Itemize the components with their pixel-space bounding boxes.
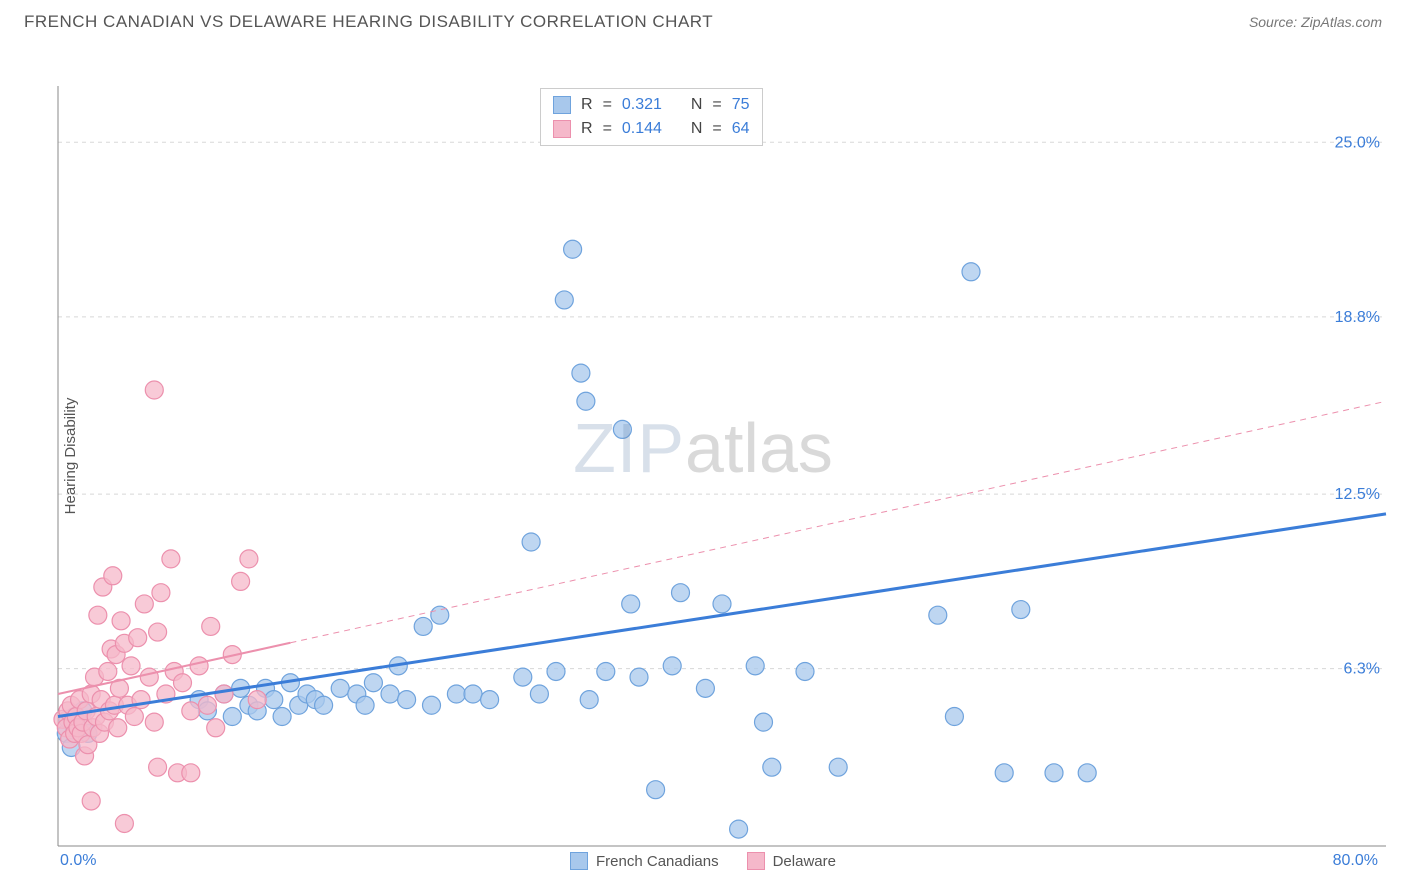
data-point	[265, 691, 283, 709]
data-point	[1012, 601, 1030, 619]
svg-text:6.3%: 6.3%	[1344, 661, 1380, 678]
data-point	[364, 674, 382, 692]
series-swatch	[553, 96, 571, 114]
legend-item: French Canadians	[570, 852, 719, 870]
y-axis-label: Hearing Disability	[62, 398, 79, 515]
data-point	[109, 719, 127, 737]
data-point	[564, 240, 582, 258]
data-point	[572, 364, 590, 382]
data-point	[182, 764, 200, 782]
series-legend: French Canadians Delaware	[0, 852, 1406, 870]
data-point	[622, 595, 640, 613]
data-point	[273, 708, 291, 726]
data-point	[152, 584, 170, 602]
data-point	[630, 668, 648, 686]
data-point	[122, 657, 140, 675]
data-point	[174, 674, 192, 692]
data-point	[577, 392, 595, 410]
data-point	[125, 708, 143, 726]
data-point	[182, 702, 200, 720]
stat-row: R=0.144 N=64	[553, 117, 750, 141]
data-point	[145, 381, 163, 399]
data-point	[613, 420, 631, 438]
data-point	[647, 781, 665, 799]
data-point	[464, 685, 482, 703]
data-point	[597, 662, 615, 680]
legend-label: Delaware	[773, 853, 836, 870]
series-swatch	[553, 120, 571, 138]
chart-area: Hearing Disability 6.3%12.5%18.8%25.0% Z…	[0, 36, 1406, 876]
data-point	[730, 820, 748, 838]
data-point	[223, 708, 241, 726]
data-point	[356, 696, 374, 714]
data-point	[202, 617, 220, 635]
stat-row: R=0.321 N=75	[553, 93, 750, 117]
data-point	[115, 814, 133, 832]
svg-text:12.5%: 12.5%	[1335, 486, 1380, 503]
data-point	[530, 685, 548, 703]
data-point	[522, 533, 540, 551]
data-point	[145, 713, 163, 731]
data-point	[580, 691, 598, 709]
legend-label: French Canadians	[596, 853, 719, 870]
data-point	[82, 792, 100, 810]
data-point	[696, 679, 714, 697]
legend-swatch	[570, 852, 588, 870]
legend-swatch	[747, 852, 765, 870]
data-point	[381, 685, 399, 703]
data-point	[555, 291, 573, 309]
data-point	[162, 550, 180, 568]
data-point	[763, 758, 781, 776]
data-point	[190, 657, 208, 675]
data-point	[240, 550, 258, 568]
data-point	[481, 691, 499, 709]
legend-item: Delaware	[747, 852, 836, 870]
data-point	[547, 662, 565, 680]
data-point	[995, 764, 1013, 782]
trend-line	[58, 514, 1386, 717]
data-point	[514, 668, 532, 686]
data-point	[207, 719, 225, 737]
data-point	[112, 612, 130, 630]
data-point	[232, 572, 250, 590]
svg-text:18.8%: 18.8%	[1335, 309, 1380, 326]
data-point	[796, 662, 814, 680]
data-point	[829, 758, 847, 776]
data-point	[746, 657, 764, 675]
data-point	[755, 713, 773, 731]
data-point	[962, 263, 980, 281]
data-point	[129, 629, 147, 647]
data-point	[89, 606, 107, 624]
data-point	[447, 685, 465, 703]
data-point	[1045, 764, 1063, 782]
data-point	[663, 657, 681, 675]
data-point	[215, 685, 233, 703]
data-point	[140, 668, 158, 686]
data-point	[713, 595, 731, 613]
data-point	[198, 696, 216, 714]
data-point	[423, 696, 441, 714]
scatter-plot-svg: 6.3% 12.5% 18.8% 25.0%	[0, 36, 1406, 876]
data-point	[248, 691, 266, 709]
correlation-stats-box: R=0.321 N=75R=0.144 N=64	[540, 88, 763, 146]
source-attribution: Source: ZipAtlas.com	[1249, 14, 1382, 30]
trend-line-extrapolated	[290, 401, 1386, 643]
data-point	[672, 584, 690, 602]
data-point	[398, 691, 416, 709]
svg-text:25.0%: 25.0%	[1335, 134, 1380, 151]
data-point	[99, 662, 117, 680]
data-point	[1078, 764, 1096, 782]
data-point	[929, 606, 947, 624]
data-point	[315, 696, 333, 714]
data-point	[945, 708, 963, 726]
data-point	[104, 567, 122, 585]
data-point	[135, 595, 153, 613]
data-point	[149, 623, 167, 641]
data-point	[331, 679, 349, 697]
chart-title: FRENCH CANADIAN VS DELAWARE HEARING DISA…	[24, 12, 713, 32]
data-point	[149, 758, 167, 776]
data-point	[414, 617, 432, 635]
